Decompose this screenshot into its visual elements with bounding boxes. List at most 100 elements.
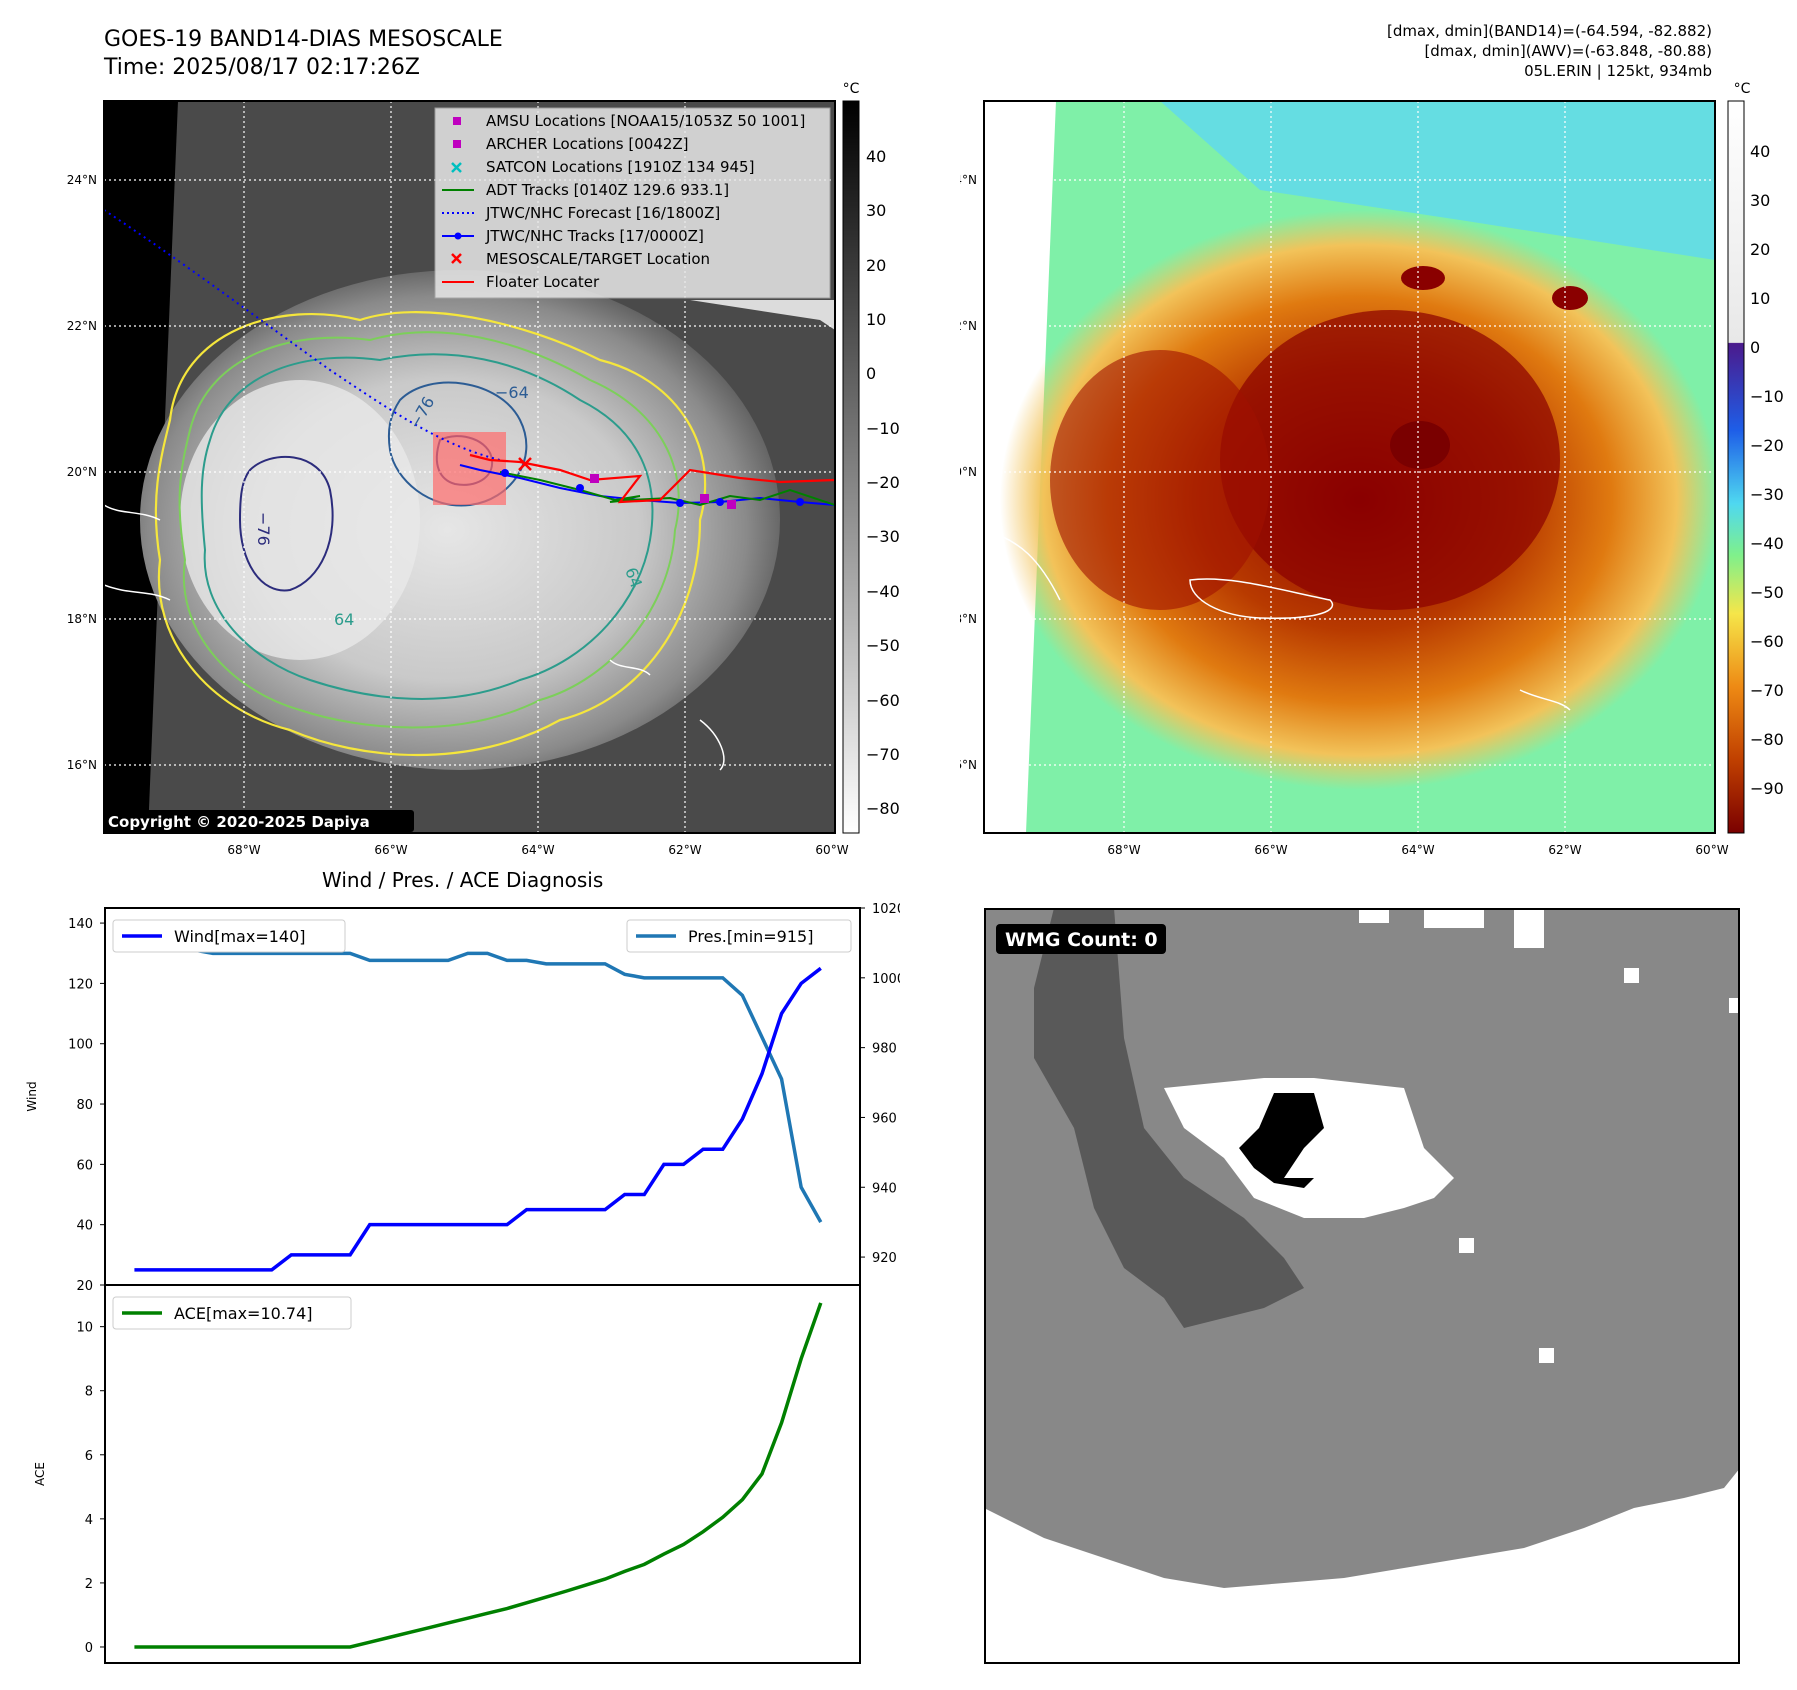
awv-colorbar-unit: °C bbox=[1734, 81, 1751, 97]
ir-colorbar-tick: −60 bbox=[866, 691, 900, 710]
ace-tick-label: 0 bbox=[85, 1641, 93, 1656]
awv-colorbar-tick: 0 bbox=[1750, 338, 1760, 357]
ir-legend: AMSU Locations [NOAA15/1053Z 50 1001] AR… bbox=[434, 107, 831, 299]
ace-series-line bbox=[134, 1302, 823, 1649]
ir-colorbar-tick: 10 bbox=[866, 310, 886, 329]
ir-colorbar-tick: −30 bbox=[866, 527, 900, 546]
ace-panel-frame bbox=[104, 1284, 861, 1664]
lat-label: 20°N bbox=[67, 465, 97, 479]
legend-archer: ARCHER Locations [0042Z] bbox=[486, 135, 689, 153]
contour-label: −76 bbox=[254, 512, 273, 546]
lon-label: 64°W bbox=[521, 843, 554, 857]
lat-label: 24°N bbox=[67, 173, 97, 187]
lat-label: 20°N bbox=[960, 465, 977, 479]
lon-label: 66°W bbox=[1254, 843, 1287, 857]
awv-colorbar-tick: −40 bbox=[1750, 534, 1784, 553]
pressure-legend-label: Pres.[min=915] bbox=[688, 927, 813, 946]
awv-colorbar-tick: −60 bbox=[1750, 632, 1784, 651]
figure-title: GOES-19 BAND14-DIAS MESOSCALE bbox=[104, 27, 503, 52]
lat-label: 18°N bbox=[960, 612, 977, 626]
awv-colorbar bbox=[1727, 100, 1745, 834]
pressure-legend-box bbox=[626, 919, 852, 953]
wind-tick-label: 60 bbox=[76, 1158, 93, 1173]
ir-colorbar-tick: −80 bbox=[866, 799, 900, 818]
ace-tick-label: 10 bbox=[76, 1321, 93, 1336]
awv-colorbar-tick: 30 bbox=[1750, 191, 1770, 210]
figure-time: Time: 2025/08/17 02:17:26Z bbox=[104, 55, 420, 80]
lat-label: 24°N bbox=[960, 173, 977, 187]
floater-box bbox=[433, 432, 506, 505]
ir-colorbar-tick: −40 bbox=[866, 582, 900, 601]
lon-label: 60°W bbox=[1695, 843, 1728, 857]
lon-label: 60°W bbox=[815, 843, 848, 857]
wind-tick-label: 80 bbox=[76, 1098, 93, 1113]
awv-gridlines bbox=[984, 101, 1715, 833]
ir-colorbar-tick: 40 bbox=[866, 147, 886, 166]
diagnosis-title: Wind / Pres. / ACE Diagnosis bbox=[322, 868, 604, 892]
lat-label: 18°N bbox=[67, 612, 97, 626]
legend-satcon: SATCON Locations [1910Z 134 945] bbox=[486, 158, 754, 176]
ir-colorbar bbox=[842, 100, 860, 834]
awv-colorbar-tick: −10 bbox=[1750, 387, 1784, 406]
lon-label: 68°W bbox=[1107, 843, 1140, 857]
legend-jtwc: JTWC/NHC Tracks [17/0000Z] bbox=[485, 227, 704, 245]
lon-label: 62°W bbox=[1548, 843, 1581, 857]
legend-target: MESOSCALE/TARGET Location bbox=[486, 250, 710, 268]
lon-label: 62°W bbox=[668, 843, 701, 857]
wind-tick-label: 100 bbox=[68, 1038, 93, 1053]
ir-colorbar-tick: −10 bbox=[866, 419, 900, 438]
ir-colorbar-tick: 30 bbox=[866, 201, 886, 220]
awv-colorbar-tick: −50 bbox=[1750, 583, 1784, 602]
ir-colorbar-unit: °C bbox=[843, 81, 860, 97]
ir-colorbar-tick: −20 bbox=[866, 473, 900, 492]
lon-label: 64°W bbox=[1401, 843, 1434, 857]
awv-colorbar-tick: 40 bbox=[1750, 142, 1770, 161]
wind-tick-label: 20 bbox=[76, 1279, 93, 1294]
info-awv: [dmax, dmin](AWV)=(-63.848, -80.88) bbox=[1424, 42, 1712, 60]
awv-colorbar-tick: −30 bbox=[1750, 485, 1784, 504]
copyright: Copyright © 2020-2025 Dapiya bbox=[108, 813, 370, 831]
pressure-tick-label: 1000 bbox=[872, 972, 900, 987]
awv-map-panel: 24°N 22°N 20°N 18°N 16°N 68°W 66°W 64°W … bbox=[960, 81, 1784, 857]
target-marker bbox=[518, 457, 532, 471]
forecast-track bbox=[104, 209, 501, 461]
awv-colorbar-tick: −80 bbox=[1750, 730, 1784, 749]
ir-nodata-wedge bbox=[104, 101, 178, 833]
wind-axis-label: Wind bbox=[25, 1081, 39, 1111]
wind-tick-label: 120 bbox=[68, 977, 93, 992]
awv-colorbar-tick: −20 bbox=[1750, 436, 1784, 455]
wind-series-line bbox=[134, 966, 822, 1272]
contour-label: −64 bbox=[495, 383, 529, 402]
legend-adt: ADT Tracks [0140Z 129.6 933.1] bbox=[486, 181, 729, 199]
lat-label: 16°N bbox=[67, 758, 97, 772]
awv-colorbar-tick: −70 bbox=[1750, 681, 1784, 700]
ir-colorbar-tick: −50 bbox=[866, 636, 900, 655]
lat-label: 22°N bbox=[67, 319, 97, 333]
contour-label: 64 bbox=[334, 610, 354, 629]
ace-tick-label: 8 bbox=[85, 1385, 93, 1400]
ace-tick-label: 4 bbox=[85, 1513, 93, 1528]
wind-tick-label: 40 bbox=[76, 1219, 93, 1234]
wind-panel-frame bbox=[104, 907, 861, 1286]
awv-colorbar-tick: −90 bbox=[1750, 779, 1784, 798]
ir-colorbar-tick: −70 bbox=[866, 745, 900, 764]
floater-track bbox=[469, 453, 835, 504]
pressure-tick-label: 980 bbox=[872, 1042, 897, 1057]
copyright-box bbox=[104, 810, 414, 832]
lat-label: 16°N bbox=[960, 758, 977, 772]
ir-contour-outer bbox=[154, 311, 707, 757]
wmg-eye bbox=[1239, 1093, 1324, 1188]
wmg-eyewall bbox=[1164, 1078, 1454, 1218]
pressure-tick-label: 940 bbox=[872, 1181, 897, 1196]
ace-tick-label: 2 bbox=[85, 1577, 93, 1592]
ir-map-panel: −64 −76 −76 64 64 AMSU Locations [NOAA15… bbox=[67, 81, 900, 857]
info-storm: 05L.ERIN | 125kt, 934mb bbox=[1524, 62, 1712, 80]
legend-floater: Floater Locater bbox=[486, 273, 600, 291]
pressure-tick-label: 960 bbox=[872, 1111, 897, 1126]
ace-tick-label: 6 bbox=[85, 1449, 93, 1464]
lon-label: 66°W bbox=[374, 843, 407, 857]
wmg-panel: WMG Count: 0 bbox=[984, 908, 1740, 1664]
lat-label: 22°N bbox=[960, 319, 977, 333]
